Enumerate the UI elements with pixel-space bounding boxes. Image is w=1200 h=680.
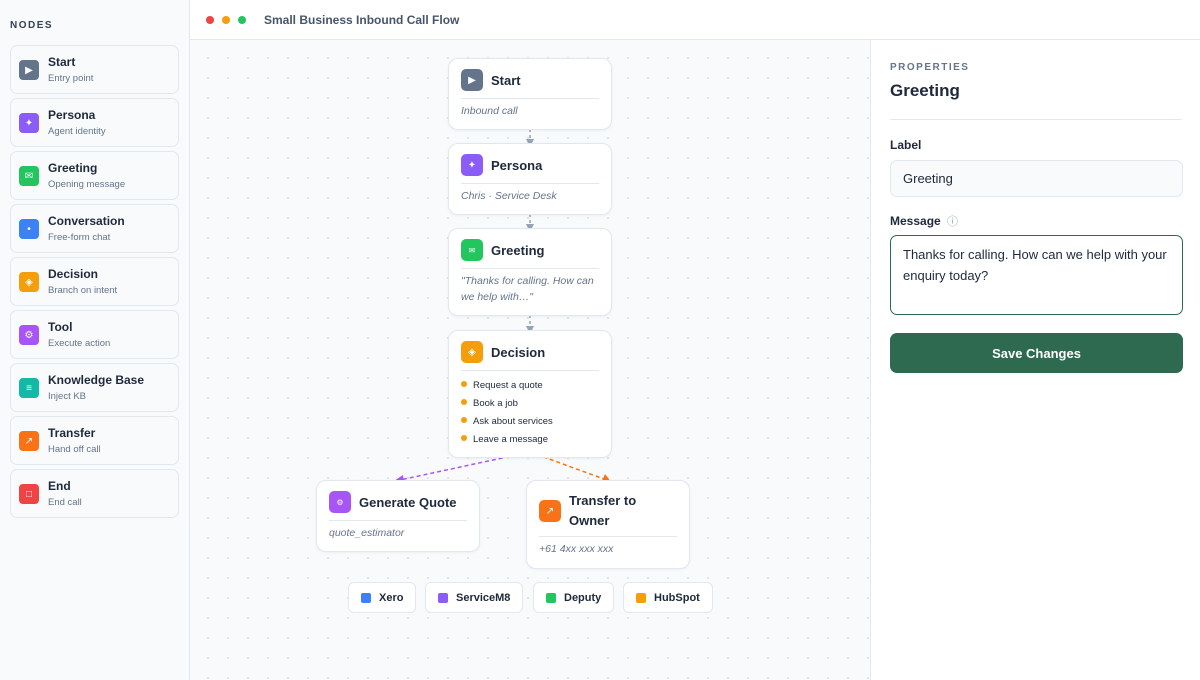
palette-item-start[interactable]: ▶ Start Entry point	[10, 45, 179, 94]
gear-icon: ⚙	[329, 491, 351, 513]
node-subtitle: Inbound call	[461, 105, 518, 117]
palette-item-desc: Inject KB	[48, 391, 87, 402]
palette-item-label: Greeting	[48, 161, 98, 175]
header: Small Business Inbound Call Flow	[190, 0, 1200, 40]
node-title: Greeting	[491, 243, 545, 258]
palette-item-transfer[interactable]: ↗ Transfer Hand off call	[10, 416, 179, 465]
arrow-out-icon: ↗	[19, 431, 39, 451]
play-icon: ▶	[461, 69, 483, 91]
window-maximize-dot[interactable]	[238, 16, 246, 24]
palette-item-decision[interactable]: ◈ Decision Branch on intent	[10, 257, 179, 306]
diamond-icon: ◈	[19, 272, 39, 292]
node-subtitle: +61 4xx xxx xxx	[539, 543, 614, 555]
node-generate-quote[interactable]: ⚙ Generate Quote quote_estimator	[316, 480, 480, 552]
palette-item-desc: Agent identity	[48, 126, 106, 137]
node-transfer[interactable]: ↗ Transfer to Owner +61 4xx xxx xxx	[526, 480, 690, 569]
node-title: Persona	[491, 158, 543, 173]
node-title: Start	[491, 73, 521, 88]
flow-canvas[interactable]: ▶ Start Inbound call ✦ Persona Chris · S…	[190, 40, 870, 680]
palette-item-persona[interactable]: ✦ Persona Agent identity	[10, 98, 179, 147]
list-icon: ≡	[19, 378, 39, 398]
sparkle-icon: ✦	[19, 113, 39, 133]
window-close-dot[interactable]	[206, 16, 214, 24]
message-field-label: Message ⓘ	[890, 214, 959, 228]
square-icon: □	[19, 484, 39, 504]
palette-item-desc: Free-form chat	[48, 232, 111, 243]
label-field-label: Label	[890, 138, 922, 152]
node-subtitle: "Thanks for calling. How can we help wit…	[461, 275, 594, 303]
palette-item-knowledge-base[interactable]: ≡ Knowledge Base Inject KB	[10, 363, 179, 412]
branch-item: Ask about services	[461, 416, 553, 427]
integration-xero[interactable]: Xero	[348, 582, 417, 613]
palette-item-desc: Execute action	[48, 338, 111, 349]
branch-item: Request a quote	[461, 380, 543, 391]
node-persona[interactable]: ✦ Persona Chris · Service Desk	[448, 143, 612, 215]
node-title: Transfer to Owner	[569, 493, 637, 528]
diamond-icon: ◈	[461, 341, 483, 363]
integration-servicem8[interactable]: ServiceM8	[425, 582, 524, 613]
palette-item-label: Knowledge Base	[48, 373, 145, 387]
node-subtitle: quote_estimator	[329, 527, 405, 539]
properties-panel: PROPERTIES Greeting Label Message ⓘ Than…	[870, 40, 1200, 680]
palette-item-label: Decision	[48, 267, 99, 281]
envelope-icon: ✉	[461, 239, 483, 261]
palette-item-label: Conversation	[48, 214, 125, 228]
palette-item-desc: Hand off call	[48, 444, 101, 455]
gear-icon: ⚙	[19, 325, 39, 345]
palette-item-conversation[interactable]: • Conversation Free-form chat	[10, 204, 179, 253]
node-palette: NODES ▶ Start Entry point ✦ Persona Agent ide…	[0, 0, 190, 680]
label-input[interactable]	[890, 160, 1183, 197]
palette-item-desc: Entry point	[48, 73, 94, 84]
palette-title: NODES	[10, 20, 54, 31]
arrow-out-icon: ↗	[539, 500, 561, 522]
flow-title: Small Business Inbound Call Flow	[264, 13, 460, 27]
integration-deputy[interactable]: Deputy	[533, 582, 615, 613]
palette-item-desc: Branch on intent	[48, 285, 118, 296]
info-icon[interactable]: ⓘ	[947, 216, 959, 228]
branch-item: Leave a message	[461, 434, 548, 445]
message-textarea[interactable]: Thanks for calling. How can we help with…	[890, 235, 1183, 315]
window-minimize-dot[interactable]	[222, 16, 230, 24]
sparkle-icon: ✦	[461, 154, 483, 176]
palette-item-label: Persona	[48, 108, 96, 122]
panel-title: Greeting	[890, 81, 960, 100]
node-greeting[interactable]: ✉ Greeting "Thanks for calling. How can …	[448, 228, 612, 316]
palette-item-desc: Opening message	[48, 179, 126, 190]
palette-item-greeting[interactable]: ✉ Greeting Opening message	[10, 151, 179, 200]
palette-item-label: Transfer	[48, 426, 96, 440]
node-subtitle: Chris · Service Desk	[461, 190, 557, 202]
palette-item-label: Tool	[48, 320, 73, 334]
node-start[interactable]: ▶ Start Inbound call	[448, 58, 612, 130]
palette-item-label: End	[48, 479, 71, 493]
palette-item-end[interactable]: □ End End call	[10, 469, 179, 518]
divider	[890, 119, 1182, 120]
integration-hubspot[interactable]: HubSpot	[623, 582, 713, 613]
panel-caption: PROPERTIES	[890, 62, 970, 73]
save-changes-button[interactable]: Save Changes	[890, 333, 1183, 373]
palette-item-desc: End call	[48, 497, 82, 508]
play-icon: ▶	[19, 60, 39, 80]
dot-icon: •	[19, 219, 39, 239]
node-title: Generate Quote	[359, 495, 457, 510]
branch-item: Book a job	[461, 398, 518, 409]
palette-item-label: Start	[48, 55, 76, 69]
node-decision[interactable]: ◈ Decision Request a quote Book a job As…	[448, 330, 612, 458]
palette-item-tool[interactable]: ⚙ Tool Execute action	[10, 310, 179, 359]
envelope-icon: ✉	[19, 166, 39, 186]
node-title: Decision	[491, 345, 546, 360]
